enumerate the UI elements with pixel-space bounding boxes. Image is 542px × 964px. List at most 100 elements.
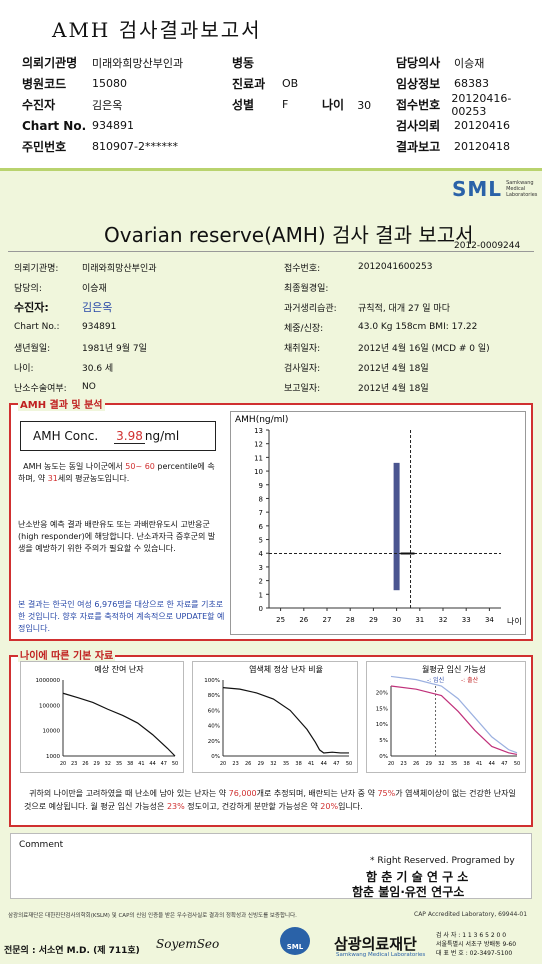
info-value: 20120418 [454, 140, 510, 153]
info-key: 난소수술여부: [14, 383, 67, 394]
info-value: 미래와희망산부인과 [92, 56, 184, 70]
p1-age: 31 [47, 474, 58, 483]
info-row: 생년월일: 1981년 9월 7일 [14, 337, 264, 357]
info-key: 체중/신장: [284, 323, 324, 334]
amh-section-title: AMH 결과 및 분석 [18, 396, 105, 411]
y-tick-label: 2 [259, 578, 263, 586]
info-key: 검사의뢰 [396, 119, 441, 133]
x-tick-label: 32 [438, 761, 444, 767]
info-row: 체중/신장: 43.0 Kg 158cm BMI: 17.22 [284, 317, 536, 337]
amh-paragraph-2: 난소반응 예측 결과 배란유도 또는 과배란유도시 고반응군 (high res… [18, 520, 216, 553]
info-key: 생년월일: [14, 343, 51, 354]
info-row: 접수번호: 2012041600253 [284, 257, 536, 277]
info-key: 진료과 [232, 77, 266, 91]
rights-note: * Right Reserved. Programed by [370, 856, 515, 866]
info-row: Chart No.: 934891 [14, 317, 264, 337]
info-value: F [282, 98, 289, 111]
header-age: 나이 30 [322, 94, 371, 113]
x-tick-label: 44 [321, 761, 327, 767]
x-tick-label: 32 [105, 761, 111, 767]
series-line-출산 [390, 685, 518, 755]
foundation-name: 삼광의료재단 [334, 935, 417, 953]
info-row: 보고일자: 2012년 4월 18일 [284, 377, 536, 397]
info-row: 결과보고 20120418 [396, 136, 542, 157]
info-right: 접수번호: 2012041600253 최종월경일: 과거생리습관: 규칙적, 대개 2… [284, 257, 536, 397]
info-row: 임상정보 68383 [396, 73, 542, 94]
s0: 귀하의 나이만을 고려하였을 때 난소에 남아 있는 난자는 약 [29, 789, 227, 798]
x-tick-label: 34 [485, 616, 494, 624]
x-tick-label: 35 [283, 761, 289, 767]
header-left-block: 의뢰기관명 미래와희망산부인과 병원코드 15080 수진자 김은옥 Chart No. 93… [22, 52, 242, 157]
footnote: 삼광의료재단은 대한진단검사의학회(KSLM) 및 CAP의 신임 인증을 받은… [8, 913, 297, 919]
x-tick-label: 41 [308, 761, 314, 767]
y-tick-label: 6 [259, 523, 264, 531]
info-row: 담당의사 이승재 [396, 52, 542, 73]
info-row: 접수번호 20120416-00253 [396, 91, 542, 118]
info-value: 1981년 9월 7일 [82, 343, 147, 354]
info-value: 15080 [92, 77, 127, 90]
x-tick-label: 26 [299, 616, 308, 624]
y-tick-label: 1000 [46, 754, 60, 760]
info-value: 20120416-00253 [451, 91, 512, 118]
info-value: 43.0 Kg 158cm BMI: 17.22 [358, 322, 478, 332]
info-value: 20120416 [454, 119, 510, 132]
x-tick-label: 44 [489, 761, 495, 767]
info-row: 난소수술여부: NO [14, 377, 264, 397]
y-tick-label: 4 [259, 550, 264, 558]
y-tick-label: 15% [376, 706, 388, 712]
x-tick-label: 20 [220, 761, 226, 767]
x-tick-label: 20 [388, 761, 394, 767]
info-key: 의뢰기관명: [14, 263, 59, 274]
info-key: 나이: [14, 363, 34, 374]
info-key: 수진자 [22, 98, 56, 112]
y-tick-label: 9 [259, 482, 263, 490]
info-row: 병원코드 15080 [22, 73, 242, 94]
y-tick-label: 1000000 [36, 678, 61, 684]
info-value: NO [82, 382, 96, 392]
info-row: 검사의뢰 20120416 [396, 115, 542, 136]
p1c: 세의 평균농도입니다. [57, 474, 130, 483]
info-value: 2012년 4월 18일 [358, 363, 429, 374]
info-value: 김은옥 [92, 98, 123, 112]
y-tick-label: 40% [208, 724, 220, 730]
info-key: 검사일자: [284, 363, 321, 374]
foundation-sub: Samkwang Medical Laboratories [336, 952, 426, 958]
info-value: 김은옥 [82, 301, 113, 314]
x-tick-label: 20 [60, 761, 66, 767]
info-row: 병동 [232, 52, 402, 73]
info-key: 보고일자: [284, 383, 321, 394]
info-key: Chart No. [22, 118, 87, 133]
info-value: 934891 [82, 322, 117, 332]
p1b: percentile에 속하며, 약 [18, 462, 215, 483]
range-bar [393, 462, 400, 591]
s4: 가 염색체이상이 없는 건강한 난자일 것으로 예상됩니다. 월 평균 임신 가… [24, 789, 516, 811]
org-1: 함 춘 기 술 연 구 소 [366, 870, 469, 884]
x-tick-label: 23 [232, 761, 238, 767]
info-value: 미래와희망산부인과 [82, 263, 157, 274]
age-summary: 귀하의 나이만을 고려하였을 때 난소에 남아 있는 난자는 약 76,000개… [24, 787, 524, 813]
series-line [62, 692, 176, 757]
y-tick-label: 11 [254, 454, 263, 462]
info-row: Chart No. 934891 [22, 115, 242, 136]
s-pct3: 20% [320, 802, 339, 811]
remaining-oocyte-chart: 예상 잔여 난자 20 23 26 29 32 35 38 41 44 47 50 1000 10000 1… [36, 664, 179, 767]
y-tick-label: 13 [254, 427, 263, 435]
y-tick-label: 7 [259, 509, 263, 517]
y-tick-label: 10% [376, 722, 388, 728]
report-title: Ovarian reserve(AMH) 검사 결과 보고서 [104, 223, 474, 247]
org-2: 함춘 불임·유전 연구소 [352, 885, 465, 899]
x-tick-label: 29 [369, 616, 378, 624]
mini-title: 예상 잔여 난자 [94, 664, 144, 674]
s2: 개로 추정되며, 배란되는 난자 중 약 [256, 789, 375, 798]
info-value: 2012년 4월 16일 (MCD # 0 일) [358, 343, 490, 354]
legend-pregnancy: -: 임신 [427, 676, 444, 684]
info-value: OB [282, 77, 299, 90]
info-row: 의뢰기관명: 미래와희망산부인과 [14, 257, 264, 277]
info-row: 주민번호 810907-2****** [22, 136, 242, 157]
info-row: 나이: 30.6 세 [14, 357, 264, 377]
age-section-title: 나이에 따른 기본 자료 [18, 647, 116, 662]
x-tick-label: 32 [439, 616, 448, 624]
y-tick-label: 1 [259, 591, 263, 599]
x-tick-label: 23 [400, 761, 406, 767]
